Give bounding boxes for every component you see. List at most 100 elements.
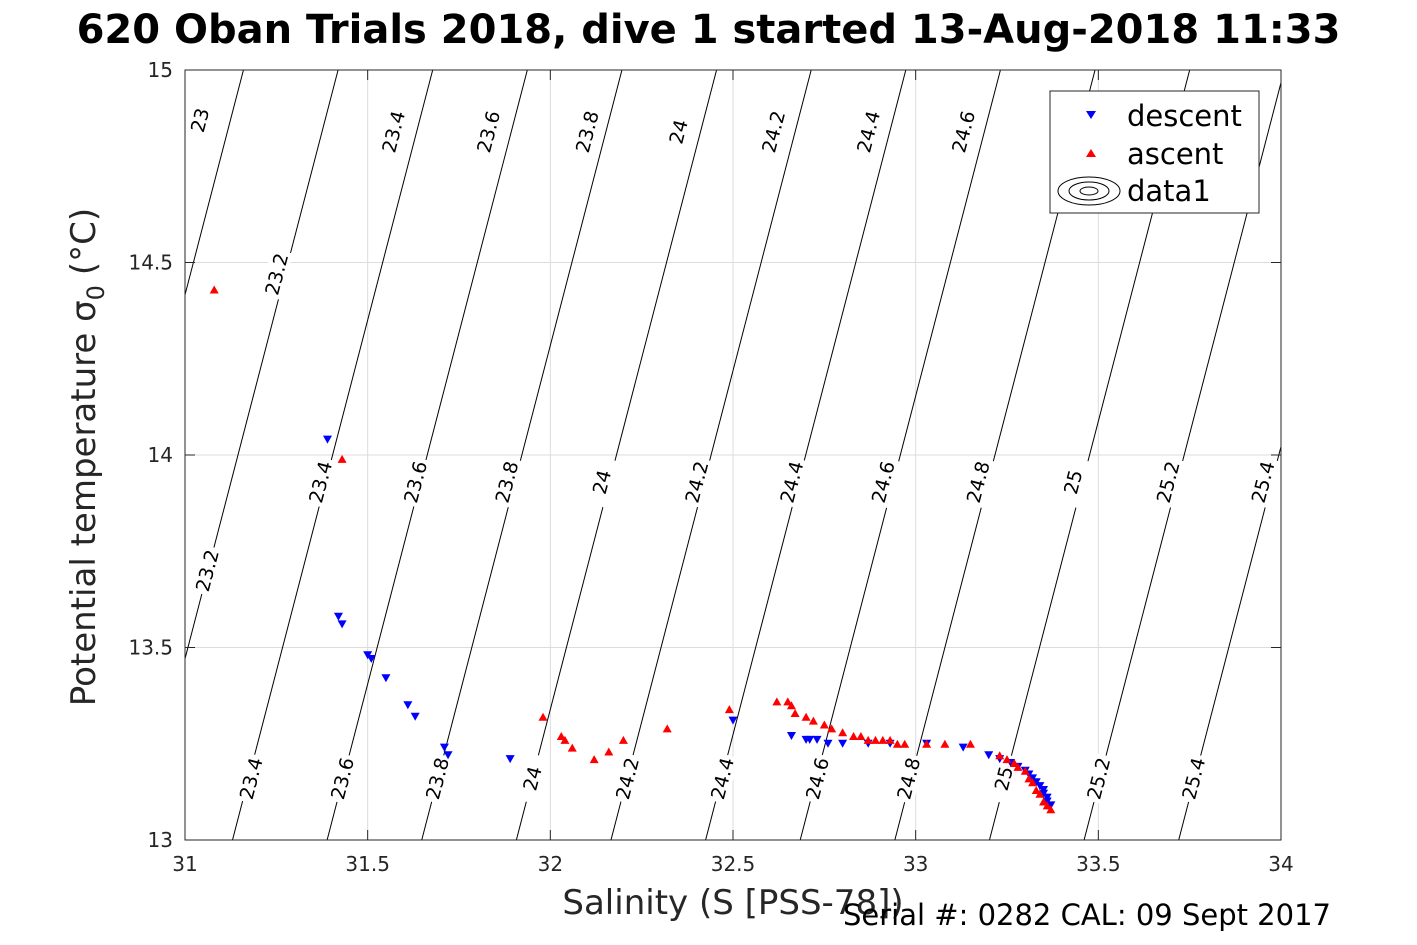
- isopycnal-line: [705, 70, 907, 840]
- isopycnal-line: [515, 70, 718, 840]
- ascent-point: [337, 454, 347, 463]
- ascent-point: [892, 739, 902, 748]
- contour-label: 25: [1056, 455, 1090, 508]
- contour-label-bg: [851, 105, 885, 158]
- ascent-point: [589, 755, 599, 764]
- contour-label-bg: [303, 455, 337, 508]
- isopycnal-line: [185, 70, 339, 661]
- contour-label-bg: [1081, 752, 1116, 805]
- contour-label-bg: [420, 752, 454, 805]
- descent-point: [443, 751, 453, 760]
- ascent-point: [560, 735, 570, 744]
- contour-label-bg: [259, 248, 294, 301]
- contour-label-bg: [800, 752, 834, 805]
- x-tick-label: 32: [538, 852, 563, 876]
- ascent-point: [838, 728, 848, 737]
- ascent-point: [965, 739, 975, 748]
- contour-label-bg: [866, 455, 900, 508]
- y-axis-label-text: Potential temperature σ: [64, 300, 104, 706]
- y-tick-label: 14: [148, 443, 173, 467]
- contour-label-bg: [398, 455, 432, 508]
- isopycnal-line: [232, 70, 434, 840]
- contour-label-bg: [515, 752, 549, 805]
- y-tick-label: 13: [148, 828, 173, 852]
- descent-point: [786, 732, 796, 741]
- ascent-point: [783, 697, 793, 706]
- contour-label-bg: [190, 544, 224, 597]
- ascent-point: [1039, 797, 1049, 806]
- ascent-point: [863, 735, 873, 744]
- ascent-point: [940, 739, 950, 748]
- contour-label-bg: [584, 455, 619, 508]
- descent-point: [958, 743, 968, 752]
- x-tick-label: 31: [172, 852, 197, 876]
- contour-label-bg: [705, 752, 739, 805]
- ascent-point: [922, 739, 932, 748]
- ascent-point: [827, 724, 837, 733]
- legend: descent ascent data1: [1049, 90, 1260, 214]
- descent-point: [505, 755, 515, 764]
- ascent-point: [995, 751, 1005, 760]
- contour-label: 24.4: [851, 105, 885, 158]
- serial-calibration-note: Serial #: 0282 CAL: 09 Sept 2017: [843, 898, 1331, 932]
- ascent-point: [209, 285, 219, 294]
- legend-ascent-marker: [1086, 149, 1096, 157]
- ascent-point: [556, 732, 566, 741]
- ascent-point: [662, 724, 672, 733]
- contour-label: 23.4: [303, 455, 337, 508]
- y-axis-ticks: 13 13.5 14 14.5 15: [128, 58, 1281, 852]
- x-tick-label: 33: [903, 852, 928, 876]
- ascent-point: [1046, 805, 1056, 814]
- contour-label-bg: [489, 455, 524, 508]
- isopycnal-line: [421, 70, 623, 840]
- ascent-point: [878, 735, 888, 744]
- x-axis-label: Salinity (S [PSS-78]): [562, 883, 903, 923]
- descent-point: [805, 735, 815, 744]
- ascent-point: [786, 701, 796, 710]
- ascent-point: [849, 732, 859, 741]
- ascent-point: [1042, 801, 1052, 810]
- ascent-point: [1024, 774, 1034, 783]
- descent-point: [322, 435, 332, 444]
- chart-title: 620 Oban Trials 2018, dive 1 started 13-…: [76, 7, 1341, 53]
- y-axis-label-unit: (°C): [64, 208, 104, 275]
- descent-point: [410, 712, 420, 721]
- y-tick-label: 13.5: [128, 636, 173, 660]
- ascent-point: [819, 720, 829, 729]
- ascent-point: [604, 747, 614, 756]
- ascent-point: [772, 697, 782, 706]
- contour-label: 24: [584, 455, 619, 508]
- ascent-point: [1031, 785, 1041, 794]
- legend-descent-marker: [1086, 111, 1096, 119]
- ascent-point: [870, 735, 880, 744]
- ascent-point: [1009, 759, 1019, 767]
- legend-box: [1049, 90, 1260, 214]
- contour-label-bg: [661, 105, 695, 158]
- isopycnal-line: [610, 70, 812, 840]
- descent-point: [333, 612, 343, 621]
- contour-label-bg: [961, 455, 995, 508]
- ascent-point: [1002, 755, 1012, 764]
- legend-ascent-label: ascent: [1127, 137, 1223, 171]
- contour-label-bg: [1246, 455, 1280, 508]
- ascent-point: [538, 712, 548, 721]
- x-tick-label: 34: [1268, 852, 1293, 876]
- descent-point: [984, 751, 994, 760]
- descent-point: [337, 620, 347, 629]
- legend-contour-icon: [1057, 176, 1121, 206]
- contour-label-bg: [774, 455, 809, 508]
- contour-label-bg: [376, 105, 410, 158]
- contour-label-bg: [234, 752, 268, 805]
- data-points: [209, 285, 1056, 814]
- contour-label-bg: [570, 105, 604, 158]
- ascent-point: [790, 708, 800, 717]
- isopycnal-line: [185, 70, 244, 297]
- contour-label-bg: [891, 752, 926, 805]
- ascent-point: [1035, 789, 1045, 798]
- x-axis-ticks: 31 31.5 32 32.5 33 33.5 34: [172, 70, 1294, 876]
- ascent-point: [618, 735, 628, 744]
- ascent-point: [900, 739, 910, 748]
- contour-label-bg: [471, 105, 505, 158]
